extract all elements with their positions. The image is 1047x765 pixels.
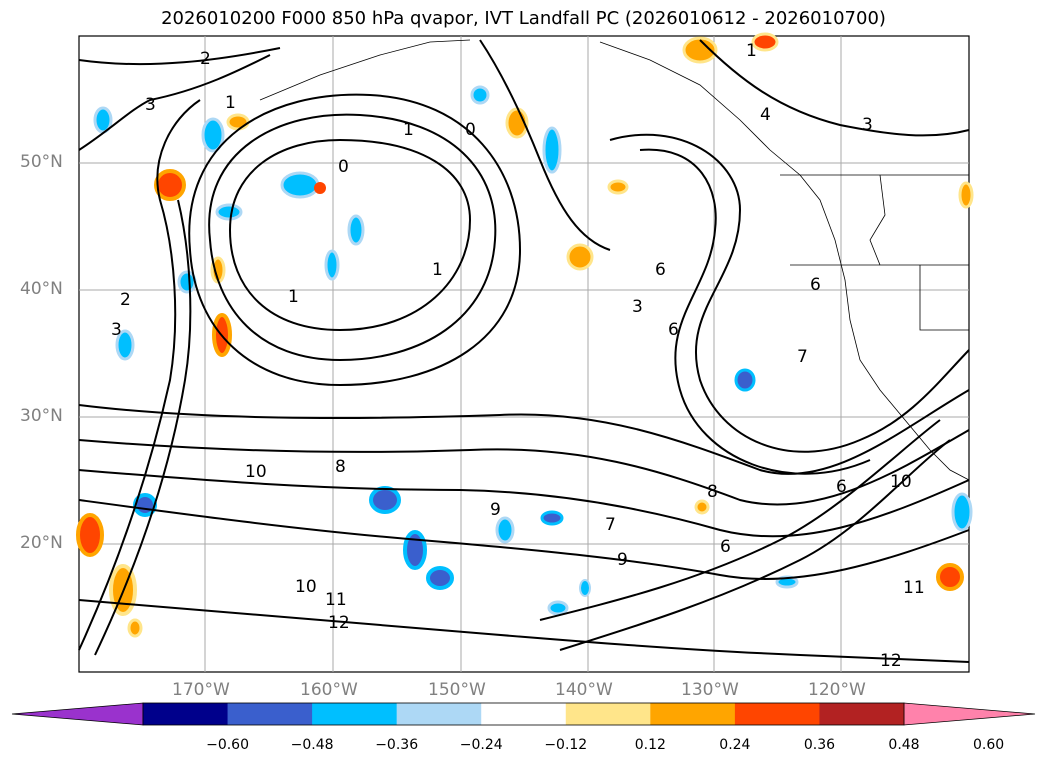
lat-label: 40°N	[20, 279, 63, 299]
contour-label: 12	[880, 651, 902, 671]
colorbar-tick-label: −0.24	[459, 737, 503, 753]
contour-label: 1	[432, 260, 443, 280]
colorbar-over-arrow	[903, 702, 1036, 726]
contour-label: 3	[111, 320, 122, 340]
contour-label: 8	[335, 457, 346, 477]
colorbar-box	[819, 703, 905, 725]
anomaly-shading	[76, 32, 974, 638]
map-title: 2026010200 F000 850 hPa qvapor, IVT Land…	[161, 8, 886, 29]
colorbar-boxes	[143, 703, 905, 725]
contour-label: 0	[465, 120, 476, 140]
colorbar-tick-label: 0.36	[803, 737, 836, 753]
contour-label: 2	[120, 290, 131, 310]
colorbar-tick-label: 0.24	[719, 737, 751, 753]
contour-label: 2	[200, 49, 211, 69]
contour-label: 11	[325, 590, 347, 610]
contour-label: 3	[862, 115, 873, 135]
contour-label: 1	[288, 287, 299, 307]
contour-label: 6	[810, 275, 821, 295]
contour-label: 12	[328, 613, 350, 633]
colorbar-box	[650, 703, 736, 725]
colorbar-box	[143, 703, 229, 725]
contour-label: 1	[403, 120, 414, 140]
colorbar	[11, 702, 1036, 726]
contour-label: 3	[145, 95, 156, 115]
contour-label: 7	[605, 515, 616, 535]
colorbar-outline	[142, 702, 905, 726]
lon-label: 140°W	[555, 680, 613, 700]
contour-label: 1	[746, 41, 757, 61]
contour-label: 10	[890, 472, 912, 492]
contour-label: 6	[668, 320, 679, 340]
colorbar-box	[734, 703, 820, 725]
contour-label: 6	[720, 537, 731, 557]
colorbar-tick-label: 0.48	[888, 737, 920, 753]
colorbar-tick-label: −0.36	[375, 737, 419, 753]
contour-lines	[78, 39, 970, 663]
colorbar-under-arrow	[11, 702, 144, 726]
map-frame	[78, 35, 970, 673]
contour-label: 6	[836, 477, 847, 497]
colorbar-tick-label: −0.12	[544, 737, 588, 753]
lat-label: 30°N	[20, 406, 63, 426]
contour-label: 0	[338, 157, 349, 177]
contour-label: 7	[797, 347, 808, 367]
colorbar-tick-label: 0.60	[972, 737, 1005, 753]
contour-label: 11	[903, 578, 925, 598]
contour-label-group: 2 1 3 1 4 3 0 1 0 2 3 1 6 1 3 6 7 6 10 8…	[111, 41, 925, 671]
contour-label: 10	[295, 577, 317, 597]
contour-label: 4	[760, 105, 771, 125]
colorbar-box	[565, 703, 651, 725]
lat-label: 50°N	[20, 152, 63, 172]
colorbar-box	[481, 703, 567, 725]
lon-label: 150°W	[428, 680, 486, 700]
colorbar-box	[396, 703, 482, 725]
contour-label: 1	[225, 93, 236, 113]
contour-label: 3	[632, 297, 643, 317]
contour-label: 9	[490, 500, 501, 520]
contour-label: 9	[617, 550, 628, 570]
contour-label: 10	[245, 462, 267, 482]
coastlines	[259, 39, 970, 481]
contour-label: 8	[707, 482, 718, 502]
colorbar-tick-label: 0.12	[634, 737, 666, 753]
colorbar-box	[312, 703, 398, 725]
colorbar-tick-label: −0.60	[206, 737, 249, 753]
lat-label: 20°N	[20, 533, 63, 553]
lon-label: 130°W	[681, 680, 739, 700]
lon-label: 120°W	[808, 680, 866, 700]
contour-label: 6	[655, 260, 666, 280]
colorbar-box	[227, 703, 313, 725]
lon-label: 170°W	[172, 680, 230, 700]
lon-label: 160°W	[300, 680, 358, 700]
colorbar-tick-label: −0.48	[290, 737, 334, 753]
